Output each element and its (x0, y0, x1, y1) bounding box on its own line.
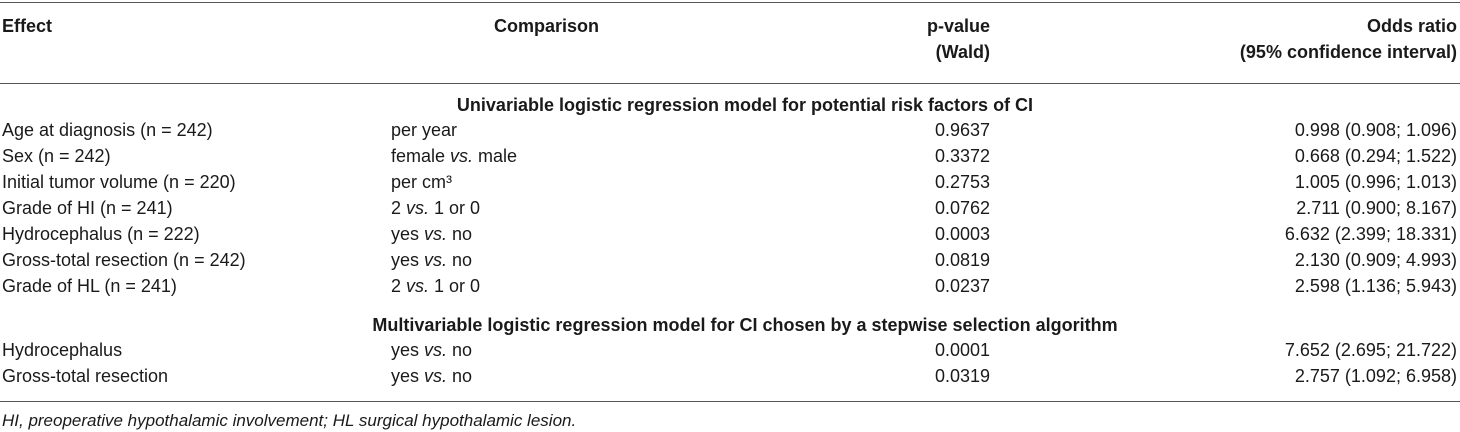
cell-pvalue: 0.0003 (934, 224, 990, 244)
cell-odds-ratio: 0.998 (0.908; 1.096) (1294, 120, 1457, 140)
comparison-vs: vs. (406, 276, 430, 296)
header-comparison-label: Comparison (494, 16, 600, 36)
table-row: Age at diagnosis (n = 242) per year 0.9637… (0, 117, 1460, 143)
cell-pvalue: 0.0319 (934, 366, 990, 386)
cell-odds-ratio: 7.652 (2.695; 21.722) (1284, 340, 1457, 360)
cell-odds-ratio: 1.005 (0.996; 1.013) (1294, 172, 1457, 192)
table-bottom-rule (0, 401, 1460, 402)
cell-pvalue: 0.0819 (934, 250, 990, 270)
cell-odds-ratio: 2.598 (1.136; 5.943) (1294, 276, 1457, 296)
comparison-text: per year (391, 120, 458, 140)
comparison-vs: vs. (424, 250, 448, 270)
comparison-text-after: no (447, 340, 473, 360)
cell-odds-ratio: 2.130 (0.909; 4.993) (1294, 250, 1457, 270)
header-effect: Effect (2, 13, 52, 39)
comparison-vs: vs. (406, 198, 430, 218)
header-effect-label: Effect (2, 16, 53, 36)
header-rule (0, 83, 1460, 84)
cell-effect: Hydrocephalus (2, 340, 123, 360)
cell-effect: Gross-total resection (2, 366, 169, 386)
comparison-vs: vs. (424, 224, 448, 244)
cell-effect: Hydrocephalus (n = 222) (2, 224, 200, 244)
table-row: Gross-total resection yes vs. no 0.0319 2.7… (0, 363, 1460, 389)
cell-comparison: yes vs. no (391, 221, 472, 247)
section-title-multivariable: Multivariable logistic regression model … (372, 315, 1118, 335)
comparison-vs: vs. (450, 146, 474, 166)
cell-comparison: yes vs. no (391, 363, 472, 389)
comparison-text: yes (391, 366, 425, 386)
cell-effect: Sex (n = 242) (2, 146, 111, 166)
comparison-text-after: no (447, 224, 473, 244)
comparison-text: 2 (391, 276, 407, 296)
comparison-text-after: male (473, 146, 518, 166)
table-row: Initial tumor volume (n = 220) per cm³ 0.2… (0, 169, 1460, 195)
comparison-text: per cm³ (391, 172, 453, 192)
cell-effect: Gross-total resection (n = 242) (2, 250, 246, 270)
table-row: Sex (n = 242) female vs. male 0.3372 0.668 … (0, 143, 1460, 169)
cell-pvalue: 0.2753 (934, 172, 990, 192)
table-row: Grade of HI (n = 241) 2 vs. 1 or 0 0.0762 2… (0, 195, 1460, 221)
cell-effect: Grade of HL (n = 241) (2, 276, 177, 296)
header-odds-line1: Odds ratio (1366, 16, 1457, 36)
cell-pvalue: 0.0001 (934, 340, 990, 360)
header-pvalue: p-value (Wald) (860, 13, 990, 65)
comparison-text-after: 1 or 0 (429, 276, 481, 296)
comparison-text: yes (391, 224, 425, 244)
cell-comparison: female vs. male (391, 143, 517, 169)
cell-comparison: per cm³ (391, 169, 452, 195)
comparison-text: yes (391, 250, 425, 270)
comparison-vs: vs. (424, 366, 448, 386)
comparison-vs: vs. (424, 340, 448, 360)
cell-pvalue: 0.9637 (934, 120, 990, 140)
header-odds-ratio: Odds ratio (95% confidence interval) (1100, 13, 1457, 65)
comparison-text-after: no (447, 250, 473, 270)
section-title-univariable: Univariable logistic regression model fo… (456, 95, 1034, 115)
cell-odds-ratio: 2.711 (0.900; 8.167) (1296, 198, 1457, 218)
table-row: Hydrocephalus (n = 222) yes vs. no 0.0003 6… (0, 221, 1460, 247)
cell-comparison: yes vs. no (391, 247, 472, 273)
table-footnote: HI, preoperative hypothalamic involvemen… (2, 411, 577, 430)
table-row: Gross-total resection (n = 242) yes vs. n… (0, 247, 1460, 273)
cell-odds-ratio: 6.632 (2.399; 18.331) (1284, 224, 1457, 244)
cell-pvalue: 0.0237 (934, 276, 990, 296)
cell-effect: Initial tumor volume (n = 220) (2, 172, 236, 192)
table-row: Grade of HL (n = 241) 2 vs. 1 or 0 0.0237 2… (0, 273, 1460, 299)
cell-pvalue: 0.3372 (934, 146, 990, 166)
comparison-text-after: no (447, 366, 473, 386)
cell-effect: Grade of HI (n = 241) (2, 198, 173, 218)
cell-comparison: per year (391, 117, 457, 143)
comparison-text-after: 1 or 0 (429, 198, 481, 218)
header-odds-line2: (95% confidence interval) (1239, 42, 1457, 62)
header-comparison: Comparison (400, 13, 820, 39)
cell-odds-ratio: 2.757 (1.092; 6.958) (1294, 366, 1457, 386)
cell-comparison: 2 vs. 1 or 0 (391, 195, 480, 221)
comparison-text: yes (391, 340, 425, 360)
comparison-text: 2 (391, 198, 407, 218)
cell-comparison: yes vs. no (391, 337, 472, 363)
cell-comparison: 2 vs. 1 or 0 (391, 273, 480, 299)
header-pvalue-line1: p-value (926, 16, 990, 36)
comparison-text: female (391, 146, 451, 166)
cell-pvalue: 0.0762 (934, 198, 990, 218)
table-row: Hydrocephalus yes vs. no 0.0001 7.652 (2.69… (0, 337, 1460, 363)
cell-effect: Age at diagnosis (n = 242) (2, 120, 213, 140)
table-top-rule (0, 2, 1460, 3)
cell-odds-ratio: 0.668 (0.294; 1.522) (1294, 146, 1457, 166)
header-pvalue-line2: (Wald) (935, 42, 990, 62)
